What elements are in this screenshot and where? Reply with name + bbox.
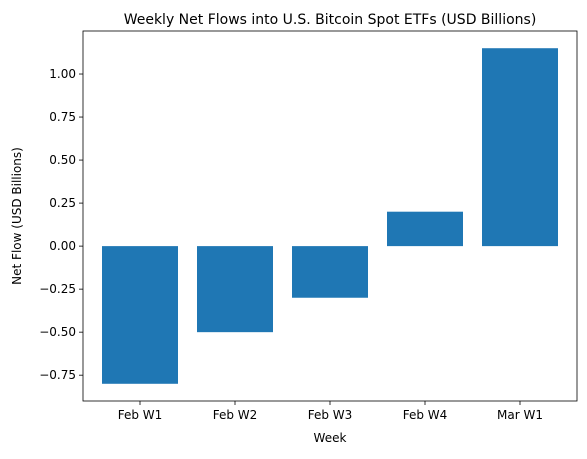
- y-tick-label: 0.75: [49, 110, 76, 124]
- x-tick-label: Feb W4: [403, 408, 448, 422]
- y-tick-label: 1.00: [49, 67, 76, 81]
- y-axis-label: Net Flow (USD Billions): [10, 147, 24, 285]
- bar-feb-w3: [292, 246, 368, 298]
- bar-feb-w2: [197, 246, 273, 333]
- y-tick-label: −0.50: [39, 325, 76, 339]
- y-tick-label: 0.00: [49, 239, 76, 253]
- y-tick-label: 0.50: [49, 153, 76, 167]
- x-tick-label: Feb W3: [308, 408, 353, 422]
- bar-feb-w4: [387, 211, 463, 247]
- chart-title: Weekly Net Flows into U.S. Bitcoin Spot …: [124, 12, 537, 28]
- x-tick-label: Feb W2: [213, 408, 258, 422]
- x-tick-label: Mar W1: [497, 408, 543, 422]
- y-tick-label: 0.25: [49, 196, 76, 210]
- plot-frame: [82, 30, 578, 402]
- bar-mar-w1: [482, 48, 558, 247]
- y-axis: −0.75 −0.50 −0.25 0.00 0.25 0.50 0.75 1.00: [39, 67, 83, 382]
- bars-group: [102, 48, 558, 384]
- x-axis: Feb W1 Feb W2 Feb W3 Feb W4 Mar W1: [118, 401, 543, 422]
- bar-feb-w1: [102, 246, 178, 384]
- x-tick-label: Feb W1: [118, 408, 163, 422]
- y-tick-label: −0.75: [39, 368, 76, 382]
- y-tick-label: −0.25: [39, 282, 76, 296]
- x-axis-label: Week: [314, 431, 347, 445]
